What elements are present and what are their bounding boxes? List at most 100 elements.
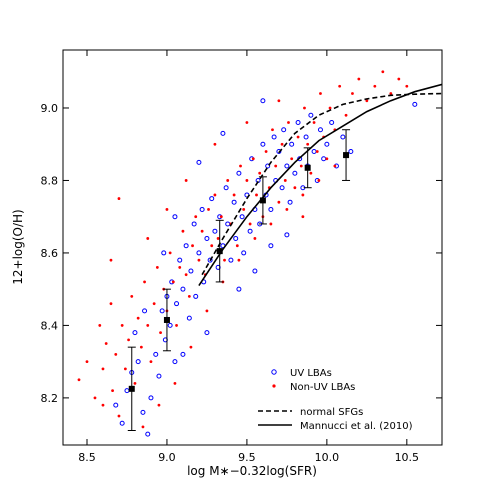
y-tick-label: 8.8 [41, 174, 59, 187]
non-uv-lba-point [157, 403, 161, 407]
non-uv-lba-point [216, 237, 220, 240]
uv-lba-point [132, 330, 138, 336]
uv-lba-point [186, 315, 192, 321]
uv-lba-point [196, 159, 202, 165]
y-axis-ticks: 8.2 8.4 8.6 8.8 9.0 [41, 102, 442, 405]
non-uv-lba-point [219, 215, 223, 219]
y-tick-label: 9.0 [41, 102, 59, 115]
uv-lba-point [161, 250, 167, 256]
non-uv-lba-point [253, 237, 257, 240]
non-uv-lba-point [397, 77, 401, 81]
non-uv-lba-point [309, 171, 313, 175]
uv-lba-point [145, 431, 151, 437]
non-uv-lba-point [338, 84, 342, 88]
uv-lba-point [241, 250, 247, 256]
non-uv-lba-point [207, 208, 210, 211]
uv-lba-point [252, 268, 258, 274]
uv-lba-point [340, 134, 346, 140]
non-uv-lba-point [114, 353, 118, 356]
non-uv-lba-point [351, 92, 354, 95]
non-uv-lba-point [357, 77, 361, 81]
uv-lba-point [207, 257, 213, 263]
non-uv-lba-point [235, 244, 239, 248]
uv-lba-point [159, 308, 165, 314]
y-tick-label: 8.2 [41, 392, 59, 405]
non-uv-lba-point [117, 414, 121, 418]
uv-lba-point [180, 351, 186, 357]
uv-lba-point [324, 141, 330, 147]
uv-lba-point [236, 286, 242, 292]
uv-lba-point [284, 163, 290, 169]
non-uv-lba-point [141, 425, 145, 429]
non-uv-lba-point [293, 186, 297, 190]
non-uv-lba-point [325, 157, 329, 161]
uv-lba-point [135, 359, 141, 365]
non-uv-lba-point [248, 222, 252, 226]
non-uv-lba-point [258, 171, 262, 175]
uv-lba-point [412, 101, 418, 107]
uv-lba-point [140, 409, 146, 415]
legend-non-uv-marker [272, 384, 276, 388]
uv-lba-point [223, 185, 229, 191]
non-uv-lba-point [389, 92, 393, 95]
non-uv-lba-point [315, 150, 319, 153]
non-uv-lba-point [287, 121, 290, 124]
non-uv-lba-point [178, 266, 182, 269]
non-uv-lba-point [280, 142, 284, 146]
plot-area [62, 49, 443, 446]
uv-lba-point [260, 141, 266, 147]
non-uv-lba-point [187, 295, 191, 298]
uv-lba-point [193, 293, 199, 299]
non-uv-lba-point [299, 164, 303, 168]
uv-lba-point [317, 127, 323, 133]
uv-lba-point [113, 402, 119, 408]
non-uv-lba-point [319, 92, 322, 95]
uv-lba-point [119, 420, 125, 426]
non-uv-lba-point [191, 244, 194, 248]
non-uv-lba-point [143, 280, 146, 284]
uv-lba-point [204, 235, 210, 241]
uv-lba-point [239, 214, 245, 220]
uv-lba-point [174, 301, 180, 307]
binned-median-point [216, 248, 223, 255]
uv-lba-point [295, 119, 301, 125]
uv-lba-point [196, 250, 202, 256]
uv-lba-point [279, 185, 285, 191]
non-uv-lba-point [85, 360, 89, 364]
non-uv-lba-point [232, 193, 236, 197]
uv-lba-point [156, 373, 162, 379]
uv-lba-point [220, 130, 226, 136]
non-uv-lba-point [197, 258, 201, 262]
non-uv-lba-point [381, 70, 385, 74]
uv-lba-point [271, 134, 277, 140]
uv-lba-point [260, 98, 266, 104]
non-uv-lba-point [301, 193, 305, 197]
non-uv-lba-point [101, 403, 105, 407]
non-uv-lba-point [146, 324, 150, 327]
y-tick-label: 8.6 [41, 247, 59, 260]
x-tick-label: 9.5 [238, 451, 256, 464]
uv-lba-point [183, 243, 189, 249]
uv-lba-point [153, 351, 159, 357]
non-uv-lba-point [255, 193, 258, 197]
non-uv-lba-point [344, 113, 348, 117]
legend-uv-marker [271, 369, 277, 375]
non-uv-lba-point [152, 302, 156, 306]
non-uv-lba-point [109, 258, 113, 262]
legend-sfg-label: normal SFGs [300, 407, 363, 418]
non-uv-lba-point [109, 302, 113, 306]
plot-series [77, 70, 442, 437]
uv-lba-point [268, 206, 274, 212]
binned-median-point [304, 164, 311, 171]
non-uv-lba-point [213, 193, 217, 197]
non-uv-lba-point [333, 164, 337, 168]
uv-lba-point [188, 268, 194, 274]
x-tick-label: 8.5 [78, 451, 96, 464]
non-uv-lba-point [189, 345, 193, 349]
non-uv-lba-point [312, 121, 316, 124]
legend: UV LBAs Non-UV LBAs normal SFGs Mannucci et… [258, 368, 413, 432]
non-uv-lba-point [373, 84, 377, 88]
non-uv-lba-point [251, 157, 255, 161]
non-uv-lba-point [239, 164, 242, 168]
uv-lba-point [167, 322, 173, 328]
